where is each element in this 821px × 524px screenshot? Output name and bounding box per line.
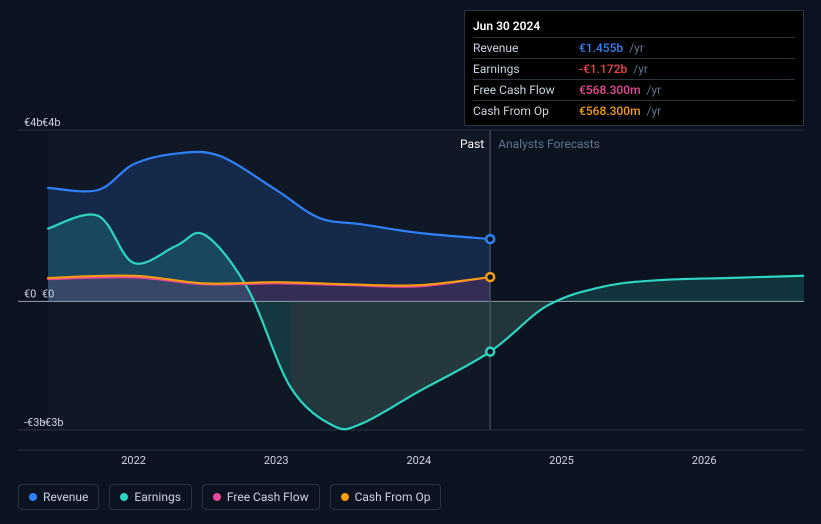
svg-text:2022: 2022 — [121, 454, 146, 467]
chart-container: €4b €0 -€3b 2022 2023 2024 2025 2026 Past Analyst… — [18, 10, 804, 470]
svg-text:€4b: €4b — [42, 116, 61, 129]
legend-label: Earnings — [134, 490, 181, 504]
svg-text:2025: 2025 — [549, 454, 574, 467]
tooltip-label: Revenue — [473, 41, 573, 55]
tooltip-row-earnings: Earnings -€1.172b/yr — [473, 58, 795, 79]
svg-text:€4b: €4b — [24, 116, 43, 129]
tooltip-value: €1.455b — [579, 41, 623, 55]
tooltip-label: Earnings — [473, 62, 573, 76]
legend-label: Revenue — [43, 490, 88, 504]
tooltip: Jun 30 2024 Revenue €1.455b/yr Earnings -€1… — [464, 10, 804, 126]
legend-dot-fcf — [213, 493, 221, 501]
svg-text:2026: 2026 — [692, 454, 717, 467]
tooltip-row-revenue: Revenue €1.455b/yr — [473, 37, 795, 58]
tooltip-label: Free Cash Flow — [473, 83, 573, 97]
legend-dot-earnings — [120, 493, 128, 501]
svg-text:€0: €0 — [24, 287, 36, 300]
svg-text:2023: 2023 — [264, 454, 289, 467]
tooltip-label: Cash From Op — [473, 104, 573, 118]
tooltip-value: €568.300m — [579, 83, 641, 97]
tooltip-value: €568.300m — [579, 104, 641, 118]
tooltip-value: -€1.172b — [579, 62, 627, 76]
tooltip-row-free-cash-flow: Free Cash Flow €568.300m/yr — [473, 79, 795, 100]
tooltip-unit: /yr — [647, 104, 662, 118]
legend-label: Cash From Op — [355, 490, 431, 504]
legend: Revenue Earnings Free Cash Flow Cash From O… — [18, 484, 441, 510]
tooltip-date: Jun 30 2024 — [473, 17, 795, 37]
legend-item-cfo[interactable]: Cash From Op — [330, 484, 442, 510]
svg-text:Past: Past — [460, 137, 484, 151]
tooltip-unit: /yr — [647, 83, 662, 97]
svg-text:2024: 2024 — [407, 454, 432, 467]
legend-item-fcf[interactable]: Free Cash Flow — [202, 484, 320, 510]
svg-text:€0: €0 — [42, 287, 54, 300]
legend-dot-revenue — [29, 493, 37, 501]
legend-label: Free Cash Flow — [227, 490, 309, 504]
legend-item-earnings[interactable]: Earnings — [109, 484, 192, 510]
tooltip-rows: Revenue€1.455b/yrEarnings-€1.172b/yrFree… — [473, 37, 795, 121]
svg-text:Analysts Forecasts: Analysts Forecasts — [498, 137, 600, 151]
legend-item-revenue[interactable]: Revenue — [18, 484, 99, 510]
tooltip-unit: /yr — [633, 62, 648, 76]
svg-text:-€3b: -€3b — [42, 416, 64, 429]
tooltip-unit: /yr — [629, 41, 644, 55]
tooltip-row-cash-from-op: Cash From Op €568.300m/yr — [473, 100, 795, 121]
legend-dot-cfo — [341, 493, 349, 501]
